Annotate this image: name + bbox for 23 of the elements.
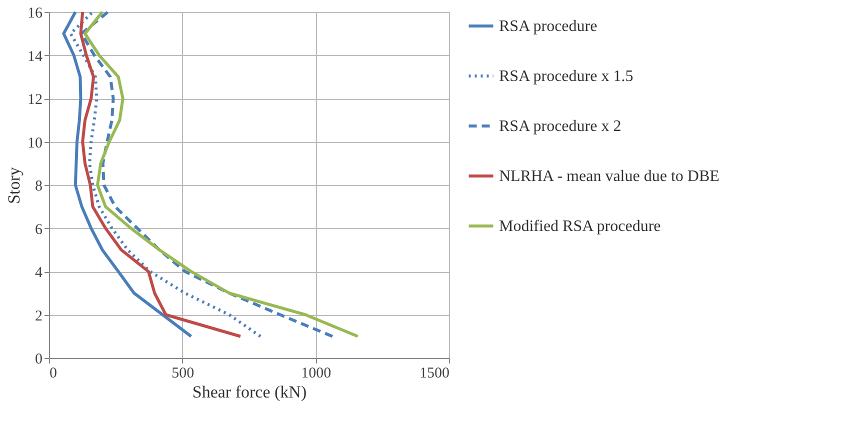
legend-label: NLRHA - mean value due to DBE xyxy=(499,168,720,185)
y-tick-label: 10 xyxy=(28,135,42,152)
y-tick-label: 14 xyxy=(28,48,43,65)
legend-label: RSA procedure xyxy=(499,18,598,35)
line-series xyxy=(69,10,262,338)
x-tick-label: 1000 xyxy=(301,366,332,382)
x-axis-title: Shear force (kN) xyxy=(192,382,307,402)
line-series xyxy=(79,10,242,338)
legend-label: RSA procedure x 1.5 xyxy=(499,68,634,85)
x-tick-label: 1500 xyxy=(420,366,450,382)
line-series xyxy=(62,10,193,338)
y-tick-label: 0 xyxy=(35,352,42,368)
y-tick-label: 16 xyxy=(28,6,43,22)
y-tick-label: 6 xyxy=(35,222,43,238)
y-tick-label: 4 xyxy=(35,265,43,281)
legend-label: Modified RSA procedure xyxy=(499,218,661,235)
y-tick-label: 2 xyxy=(35,308,42,324)
x-tick-label: 500 xyxy=(172,366,194,382)
y-tick-label: 8 xyxy=(35,178,42,194)
legend-label: RSA procedure x 2 xyxy=(499,118,622,135)
x-tick-label: 0 xyxy=(50,366,57,382)
y-tick-label: 12 xyxy=(28,92,42,108)
y-axis-title: Story xyxy=(4,166,24,204)
